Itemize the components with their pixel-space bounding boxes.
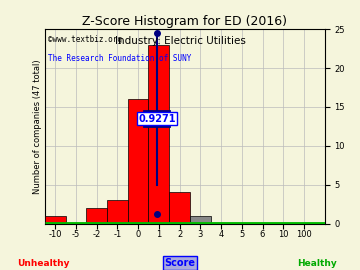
Bar — [45, 216, 66, 224]
Bar — [128, 99, 148, 224]
Text: Healthy: Healthy — [297, 259, 337, 268]
Bar — [148, 45, 169, 224]
Text: The Research Foundation of SUNY: The Research Foundation of SUNY — [48, 55, 191, 63]
Text: Unhealthy: Unhealthy — [17, 259, 69, 268]
Bar — [86, 208, 107, 224]
Y-axis label: Number of companies (47 total): Number of companies (47 total) — [33, 59, 42, 194]
Title: Z-Score Histogram for ED (2016): Z-Score Histogram for ED (2016) — [82, 15, 287, 28]
Bar — [169, 193, 190, 224]
Bar — [190, 216, 211, 224]
Text: 0.9271: 0.9271 — [138, 114, 176, 124]
Text: Score: Score — [165, 258, 195, 268]
Bar — [107, 200, 128, 224]
Text: ©www.textbiz.org: ©www.textbiz.org — [48, 35, 122, 44]
Text: Industry: Electric Utilities: Industry: Electric Utilities — [114, 36, 246, 46]
